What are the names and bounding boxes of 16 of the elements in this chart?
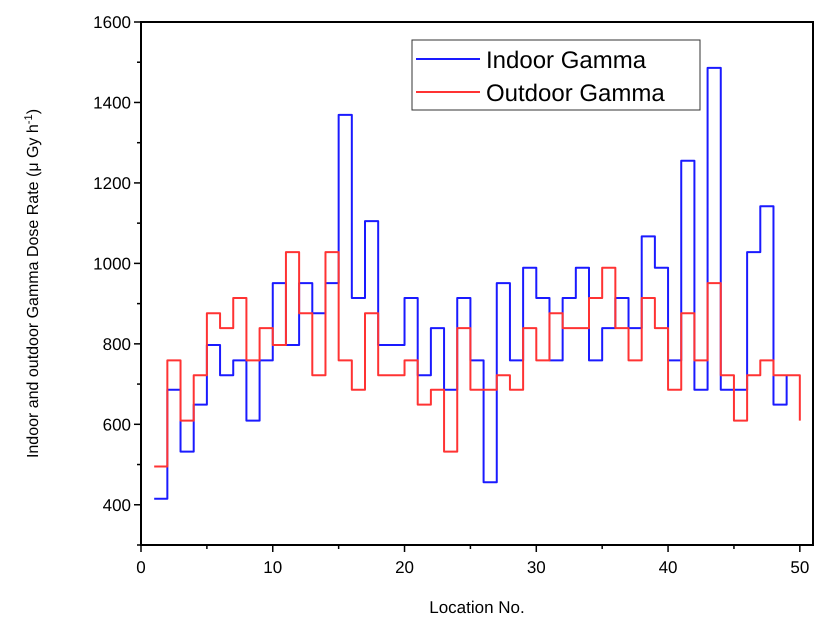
legend-label: Outdoor Gamma (486, 80, 666, 107)
y-tick-label: 1600 (93, 13, 131, 32)
legend-label: Indoor Gamma (486, 47, 647, 74)
x-tick-label: 0 (136, 558, 146, 577)
x-tick-label: 40 (658, 558, 678, 577)
y-tick-label: 1200 (93, 174, 131, 193)
x-tick-label: 20 (395, 558, 414, 577)
y-tick-label: 800 (102, 334, 131, 354)
y-tick-label: 400 (102, 496, 131, 515)
x-axis-title: Location No. (429, 598, 525, 617)
x-tick-label: 30 (526, 558, 546, 577)
x-tick-label: 10 (263, 558, 282, 577)
x-tick-label: 50 (790, 558, 810, 577)
y-tick-label: 600 (102, 415, 131, 434)
y-tick-label: 1400 (93, 93, 131, 112)
y-tick-label: 1000 (93, 254, 131, 274)
